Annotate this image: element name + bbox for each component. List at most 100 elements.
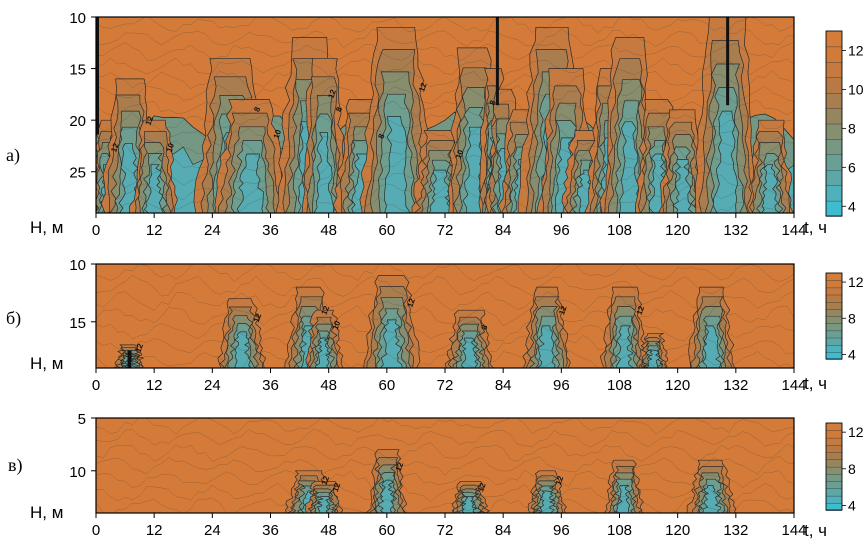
contour-line: [96, 482, 794, 503]
colorbar-segment: [825, 154, 843, 171]
contour-value-label: 12: [405, 297, 417, 309]
cool-band-contour: [536, 325, 556, 368]
contour-line: [96, 42, 794, 62]
contour-line: [96, 275, 794, 298]
contour-line: [96, 290, 794, 312]
colorbar-segment: [825, 422, 843, 432]
contour-line: [96, 264, 794, 282]
colorbar-segment: [825, 77, 843, 94]
contour-line: [96, 182, 794, 201]
contour-line: [96, 196, 794, 213]
contour-line: [96, 112, 794, 132]
x-tick-label: 48: [320, 522, 337, 539]
colorbar-segment: [825, 123, 843, 140]
contour-line: [96, 442, 794, 462]
contour-value-label: 12: [144, 115, 156, 127]
cool-band-contour: [615, 485, 631, 513]
y-tick-label: 15: [69, 62, 86, 79]
y-tick-label: 25: [69, 165, 86, 182]
x-tick-label: 84: [495, 522, 512, 539]
cool-band-contour: [701, 485, 722, 513]
panel-c-y-ticks: 5 10: [69, 411, 96, 481]
colorbar-tick-label: 4: [848, 346, 856, 362]
x-tick-label: 132: [723, 377, 748, 394]
x-tick-label: 12: [146, 222, 163, 239]
colorbar-tick-label: 4: [848, 198, 856, 214]
colorbar-tick-label: 6: [848, 159, 856, 175]
dark-spike: [96, 17, 99, 135]
cool-band-contour: [316, 496, 331, 513]
colorbar-segment: [825, 323, 843, 332]
contour-value-label: 10: [454, 148, 466, 160]
panel-a-plot: 12 12 10 8 10 12 8 8 12 10 8: [95, 16, 795, 214]
panel-a-label: а): [6, 145, 20, 166]
colorbar-segment: [825, 502, 843, 511]
colorbar-segment: [825, 138, 843, 155]
colorbar-segment: [825, 280, 843, 289]
panel-b-colorbar: 4 8 12: [825, 272, 864, 362]
cool-band-contour: [383, 116, 411, 213]
colorbar-tick-label: 12: [848, 424, 864, 440]
x-tick-label: 84: [495, 377, 512, 394]
cool-band-contour: [761, 164, 780, 213]
colorbar-segment: [825, 444, 843, 453]
y-tick-label: 5: [78, 411, 86, 428]
x-tick-label: 0: [92, 377, 100, 394]
colorbar-segment: [825, 92, 843, 109]
colorbar-segment: [825, 315, 843, 324]
x-tick-label: 60: [378, 522, 395, 539]
contour-line: [96, 334, 794, 356]
colorbar-tick-label: 12: [848, 274, 864, 290]
contour-line: [96, 469, 794, 489]
colorbar-segment: [825, 200, 843, 217]
colorbar-tick-label: 12: [848, 42, 864, 58]
panel-b-x-axis-label: t, ч: [804, 374, 827, 393]
y-tick-label: 10: [69, 464, 86, 481]
x-tick-label: 12: [146, 522, 163, 539]
panel-c-colorbar: 4 8 12: [825, 422, 864, 513]
contour-line: [96, 168, 794, 188]
colorbar-segment: [825, 330, 843, 339]
colorbar-frame: [825, 30, 843, 217]
contour-line: [96, 84, 794, 104]
cool-band-contour: [315, 337, 331, 368]
cool-band-contour: [713, 110, 739, 213]
x-tick-label: 144: [781, 522, 806, 539]
x-tick-label: 120: [665, 377, 690, 394]
x-tick-label: 60: [378, 222, 395, 239]
x-tick-label: 36: [262, 522, 279, 539]
contour-value-label: 12: [252, 312, 264, 324]
contour-value-label: 10: [272, 128, 284, 140]
x-tick-label: 72: [437, 222, 454, 239]
colorbar-segment: [825, 287, 843, 296]
contour-line: [96, 28, 794, 48]
colorbar-segment: [825, 169, 843, 186]
panel-c-label: в): [8, 455, 23, 476]
cool-band-contour: [236, 153, 264, 213]
cool-band-contour: [378, 479, 395, 513]
contour-value-label: 10: [331, 319, 343, 331]
contour-line: [96, 140, 794, 160]
x-tick-label: 48: [320, 222, 337, 239]
warm-background: [96, 418, 794, 513]
heatmap-field: 12 12 12 10 12 8 12 12: [96, 264, 794, 368]
colorbar-tick-label: 8: [848, 310, 856, 326]
contour-value-label: 12: [394, 461, 406, 473]
x-tick-label: 24: [204, 222, 221, 239]
contour-line: [96, 126, 794, 146]
contour-value-label: 12: [331, 481, 343, 493]
colorbar-segment: [825, 351, 843, 360]
colorbar-frame: [825, 422, 843, 511]
dark-spike: [127, 350, 132, 368]
contour-line: [96, 455, 794, 476]
y-tick-label: 20: [69, 113, 86, 130]
colorbar-segment: [825, 337, 843, 346]
contour-line: [96, 496, 794, 513]
colorbar-segment: [825, 451, 843, 461]
colorbar-tick-label: 10: [848, 81, 864, 97]
contour-value-label: 12: [134, 342, 146, 354]
